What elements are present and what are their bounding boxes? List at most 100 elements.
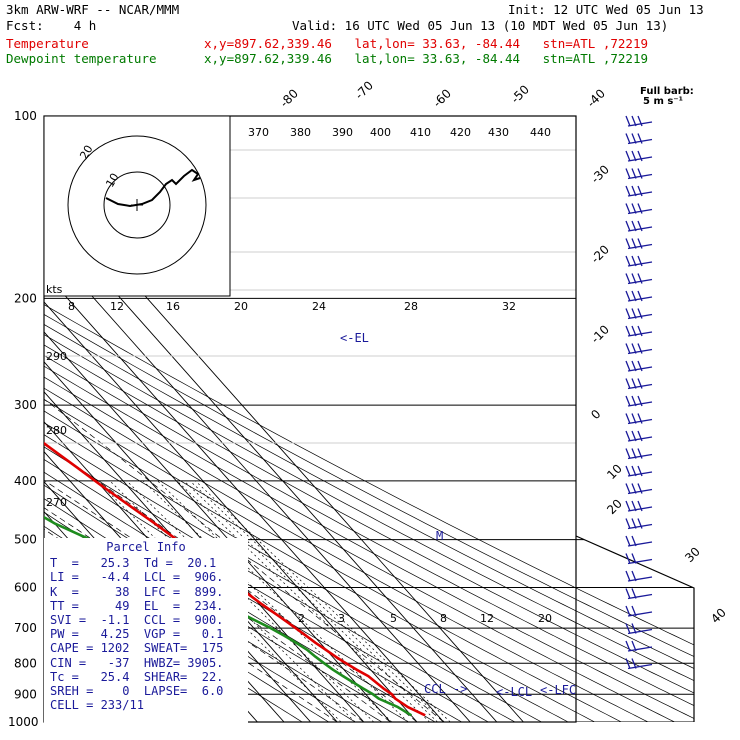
wind-barb-flag — [637, 168, 643, 179]
wind-barb — [627, 383, 653, 390]
wind-barb-flag — [631, 255, 637, 267]
dry-adiabat-370 — [44, 116, 622, 722]
wind-barb — [627, 366, 653, 372]
wind-barb-flag — [637, 185, 643, 197]
mixing-ratio-label: 20 — [538, 612, 552, 625]
wind-barb-flag — [637, 325, 643, 337]
wind-barb-flag — [637, 273, 643, 284]
model-title: 3km ARW-WRF -- NCAR/MMM — [6, 2, 180, 17]
dry-adiabat-410 — [44, 116, 694, 722]
wind-barb-flag — [637, 238, 643, 249]
mixing-ratio-label: 20 — [234, 300, 248, 313]
wind-barb-flag — [625, 203, 631, 214]
plot-frame — [43, 115, 577, 723]
pressure-label-200: 200 — [14, 291, 37, 305]
wind-barb — [627, 348, 653, 355]
theta-label: 430 — [488, 126, 509, 139]
wind-barb-flag — [631, 203, 637, 214]
dry-adiabat-350 — [44, 116, 569, 722]
mixing-ratio-label: 16 — [166, 300, 180, 313]
wind-barb-flag — [637, 220, 643, 232]
parcel-info-panel: Parcel Info T = 25.3 Td = 20.1 LI = -4.4… — [44, 538, 248, 732]
wind-barb-flag — [631, 115, 637, 127]
theta-e-label: 280 — [46, 424, 67, 437]
barb-legend-line2: 5 m s⁻¹ — [643, 96, 683, 107]
mixing-ratio-label: 3 — [338, 612, 345, 625]
wind-barb-flag — [625, 150, 631, 162]
lcl-marker: <-LCL — [496, 685, 532, 699]
wind-barb-flag — [625, 395, 631, 407]
wind-barb — [627, 156, 653, 162]
moist-adiabat-30 — [44, 298, 444, 722]
wind-barb-flag — [625, 255, 631, 267]
isotherm-20 — [44, 116, 418, 722]
wind-barb-flag — [631, 518, 637, 529]
theta-label: 380 — [290, 126, 311, 139]
isotherm-label: -70 — [352, 78, 376, 102]
wind-barb-flag — [631, 220, 637, 232]
wind-barb-flag — [625, 605, 631, 617]
wind-barb-flag — [631, 273, 637, 284]
moist-adiabat-0 — [44, 298, 365, 722]
mixing-ratio-32 — [195, 480, 451, 722]
dry-adiabat-420 — [44, 116, 694, 722]
theta-e-label: 270 — [46, 496, 67, 509]
wind-barb-flag — [637, 395, 643, 407]
dry-adiabat-400 — [44, 116, 694, 722]
parcel-info-row: CELL = 233/11 — [50, 698, 144, 713]
wind-barb-flag — [637, 500, 643, 512]
hodograph-units: kts — [46, 283, 63, 296]
wind-barb-flag — [625, 238, 631, 249]
mixing-ratio-label: 28 — [404, 300, 418, 313]
parcel-info-row: SVI = -1.1 CCL = 900. — [50, 613, 224, 628]
wind-barb — [627, 226, 653, 232]
isotherm-label: -30 — [588, 162, 612, 186]
temperature-location-info: x,y=897.62,339.46 lat,lon= 33.63, -84.44… — [204, 36, 649, 51]
moist-adiabat-10 — [44, 298, 391, 722]
plot-frame-extension — [575, 535, 695, 722]
dry-adiabat-380 — [44, 116, 649, 722]
mixing-ratio-label: 24 — [312, 300, 326, 313]
wind-barb-flag — [631, 553, 637, 564]
wind-barb-flag — [625, 133, 631, 144]
wind-barb — [627, 593, 653, 600]
theta-label: 390 — [332, 126, 353, 139]
wind-barb — [627, 313, 653, 320]
dewpoint-line — [44, 116, 413, 717]
wind-barb-flag — [631, 360, 637, 372]
isotherm-label: 30 — [682, 544, 703, 565]
wind-barb-flag — [631, 133, 637, 144]
parcel-info-row: CIN = -37 HWBZ= 3905. — [50, 655, 224, 670]
hodograph-ring-10 — [103, 171, 171, 239]
wind-barb-flag — [625, 308, 631, 319]
valid-time: Valid: 16 UTC Wed 05 Jun 13 (10 MDT Wed … — [292, 18, 669, 33]
theta-label: 400 — [370, 126, 391, 139]
wind-barb — [627, 453, 653, 460]
parcel-info-row: Tc = 25.4 SHEAR= 22. — [50, 669, 224, 684]
parcel-info-row: K = 38 LFC = 899. — [50, 584, 224, 599]
wind-barb-flag — [631, 500, 637, 512]
theta-e-label: 290 — [46, 350, 67, 363]
pressure-label-700: 700 — [14, 621, 37, 635]
wind-barb-flag — [631, 448, 637, 459]
mixing-ratio-label: 2 — [298, 612, 305, 625]
wind-barb-flag — [631, 535, 637, 547]
wind-barb-flag — [625, 640, 631, 652]
hodograph-ring-label: 20 — [77, 143, 95, 162]
wind-barb — [627, 261, 653, 267]
wind-barb-flag — [631, 168, 637, 179]
wind-barb-flag — [637, 308, 643, 319]
wind-barb-flag — [625, 553, 631, 564]
wind-barb-flag — [631, 378, 637, 389]
wind-barb — [627, 628, 653, 635]
wind-barb-flag — [625, 535, 631, 547]
parcel-info-row: SREH = 0 LAPSE= 6.0 — [50, 684, 224, 699]
dry-adiabat-390 — [44, 116, 675, 722]
isotherm-30 — [44, 116, 444, 722]
isotherm-label: -20 — [588, 242, 612, 266]
wind-barb-flag — [631, 308, 637, 319]
wind-barb — [627, 488, 653, 495]
parcel-info-row: T = 25.3 Td = 20.1 — [50, 556, 217, 571]
el-marker: <-EL — [340, 331, 369, 345]
wind-barb-flag — [631, 640, 637, 652]
